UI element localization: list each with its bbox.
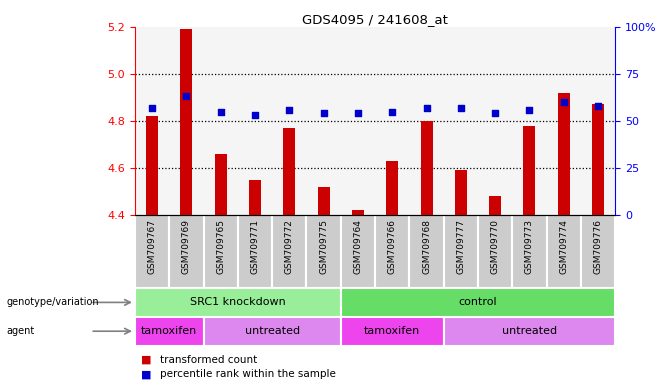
Text: tamoxifen: tamoxifen — [364, 326, 420, 336]
Bar — [341, 317, 443, 346]
Text: GSM709769: GSM709769 — [182, 219, 191, 274]
Point — [490, 110, 500, 116]
Text: genotype/variation: genotype/variation — [7, 297, 99, 308]
Bar — [307, 215, 341, 288]
Bar — [272, 215, 307, 288]
Bar — [272, 27, 307, 215]
Text: SRC1 knockdown: SRC1 knockdown — [190, 297, 286, 308]
Bar — [238, 215, 272, 288]
Text: untreated: untreated — [245, 326, 299, 336]
Point — [215, 109, 226, 115]
Text: control: control — [459, 297, 497, 308]
Point — [250, 112, 261, 118]
Bar — [478, 27, 513, 215]
Point — [353, 110, 363, 116]
Text: percentile rank within the sample: percentile rank within the sample — [160, 369, 336, 379]
Point — [284, 107, 295, 113]
Bar — [135, 27, 169, 215]
Bar — [409, 27, 443, 215]
Text: GSM709774: GSM709774 — [559, 219, 569, 273]
Bar — [341, 288, 615, 317]
Point — [387, 109, 397, 115]
Text: tamoxifen: tamoxifen — [141, 326, 197, 336]
Bar — [318, 187, 330, 215]
Bar — [203, 27, 238, 215]
Point — [524, 107, 535, 113]
Bar — [443, 27, 478, 215]
Bar — [307, 27, 341, 215]
Bar — [558, 93, 570, 215]
Bar — [135, 317, 203, 346]
Bar — [443, 215, 478, 288]
Text: GSM709765: GSM709765 — [216, 219, 225, 274]
Text: GSM709775: GSM709775 — [319, 219, 328, 274]
Bar — [215, 154, 226, 215]
Bar — [489, 196, 501, 215]
Text: GSM709770: GSM709770 — [491, 219, 499, 274]
Bar — [592, 104, 604, 215]
Text: GSM709771: GSM709771 — [251, 219, 259, 274]
Bar — [443, 317, 615, 346]
Text: untreated: untreated — [502, 326, 557, 336]
Bar — [341, 215, 375, 288]
Point — [421, 105, 432, 111]
Bar — [524, 126, 536, 215]
Bar — [547, 27, 581, 215]
Text: GSM709767: GSM709767 — [147, 219, 157, 274]
Bar — [513, 27, 547, 215]
Point — [455, 105, 466, 111]
Bar — [375, 27, 409, 215]
Bar — [180, 29, 192, 215]
Bar — [581, 27, 615, 215]
Point — [318, 110, 329, 116]
Text: ■: ■ — [141, 355, 152, 365]
Bar — [146, 116, 158, 215]
Bar — [238, 27, 272, 215]
Bar — [341, 27, 375, 215]
Bar — [284, 128, 295, 215]
Bar — [478, 215, 513, 288]
Bar — [203, 215, 238, 288]
Text: GSM709766: GSM709766 — [388, 219, 397, 274]
Text: GSM709773: GSM709773 — [525, 219, 534, 274]
Point — [559, 99, 569, 105]
Text: GSM709764: GSM709764 — [353, 219, 363, 273]
Text: GSM709768: GSM709768 — [422, 219, 431, 274]
Text: GSM709777: GSM709777 — [457, 219, 465, 274]
Bar — [135, 215, 169, 288]
Bar — [375, 215, 409, 288]
Point — [147, 105, 157, 111]
Point — [593, 103, 603, 109]
Text: agent: agent — [7, 326, 35, 336]
Bar — [135, 288, 341, 317]
Bar — [420, 121, 432, 215]
Bar — [203, 317, 341, 346]
Bar — [169, 215, 203, 288]
Bar — [581, 215, 615, 288]
Text: ■: ■ — [141, 369, 152, 379]
Bar — [352, 210, 364, 215]
Text: GSM709776: GSM709776 — [594, 219, 603, 274]
Bar — [249, 180, 261, 215]
Bar — [455, 170, 467, 215]
Text: transformed count: transformed count — [160, 355, 257, 365]
Bar — [409, 215, 443, 288]
Text: GSM709772: GSM709772 — [285, 219, 293, 273]
Bar — [169, 27, 203, 215]
Bar — [513, 215, 547, 288]
Title: GDS4095 / 241608_at: GDS4095 / 241608_at — [302, 13, 448, 26]
Bar — [386, 161, 398, 215]
Point — [181, 93, 191, 99]
Bar — [547, 215, 581, 288]
